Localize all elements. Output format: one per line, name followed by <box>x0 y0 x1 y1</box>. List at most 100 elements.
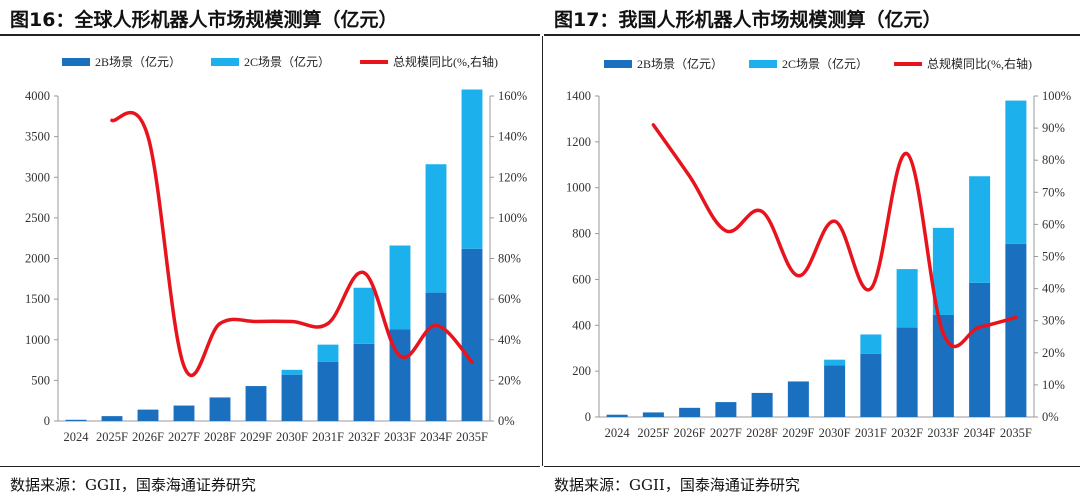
y-tick-label: 1200 <box>566 135 591 149</box>
y2-tick-label: 50% <box>1042 250 1065 264</box>
chart-source: 数据来源：GGII，国泰海通证券研究 <box>554 476 800 494</box>
x-tick-label: 2025F <box>637 426 669 440</box>
y2-tick-label: 60% <box>1042 217 1065 231</box>
bar-segment <box>642 412 664 417</box>
bar-segment <box>896 269 918 328</box>
x-tick-label: 2029F <box>782 426 814 440</box>
y-tick-label: 2500 <box>25 211 50 225</box>
x-tick-label: 2032F <box>891 426 923 440</box>
x-tick-label: 2027F <box>710 426 742 440</box>
y-tick-label: 2000 <box>25 252 50 266</box>
bar-segment <box>896 327 918 417</box>
bar-segment <box>281 369 303 375</box>
top-rule <box>544 34 1080 36</box>
bar-segment <box>969 176 991 283</box>
x-tick-label: 2027F <box>168 430 200 444</box>
growth-rate-line <box>110 110 474 378</box>
chart-panel-china: 图17：我国人形机器人市场规模测算（亿元） 2B场景（亿元） 2C场景（亿元） 总规… <box>544 0 1080 502</box>
bar-segment <box>679 407 701 417</box>
y-tick-label: 1500 <box>25 292 50 306</box>
legend-label: 2C场景（亿元） <box>782 56 868 71</box>
bar-segment <box>606 414 628 417</box>
x-tick-label: 2029F <box>240 430 272 444</box>
x-tick-label: 2033F <box>927 426 959 440</box>
bar-segment <box>715 402 737 417</box>
y-tick-label: 400 <box>572 318 591 332</box>
x-tick-label: 2033F <box>384 430 416 444</box>
bar-segment <box>425 164 447 293</box>
y2-tick-label: 30% <box>1042 314 1065 328</box>
y2-tick-label: 140% <box>498 130 527 144</box>
bar-segment <box>65 419 87 421</box>
legend-swatch <box>749 60 778 68</box>
bar-segment <box>461 248 483 421</box>
x-tick-label: 2031F <box>312 430 344 444</box>
y-tick-label: 0 <box>585 410 591 424</box>
x-tick-label: 2024 <box>64 430 90 444</box>
bar-segment <box>461 89 483 249</box>
bar-segment <box>860 334 882 354</box>
x-tick-label: 2034F <box>964 426 996 440</box>
y-tick-label: 500 <box>31 373 50 387</box>
x-tick-label: 2025F <box>96 430 128 444</box>
bar-segment <box>860 353 882 417</box>
growth-rate-line <box>651 123 1018 349</box>
legend-swatch <box>211 58 240 66</box>
y2-tick-label: 160% <box>498 89 527 103</box>
x-tick-label: 2028F <box>204 430 236 444</box>
y-tick-label: 3500 <box>25 130 50 144</box>
chart-panel-global: 图16：全球人形机器人市场规模测算（亿元） 2B场景（亿元） 2C场景（亿元） 总规… <box>0 9 540 494</box>
y2-tick-label: 20% <box>1042 346 1065 360</box>
bar-segment <box>932 227 954 315</box>
y-tick-label: 1000 <box>25 333 50 347</box>
bar-segment <box>969 282 991 417</box>
y-tick-label: 0 <box>44 414 50 428</box>
y2-tick-label: 80% <box>1042 153 1065 167</box>
legend-label: 2C场景（亿元） <box>244 54 330 69</box>
y-tick-label: 1400 <box>566 89 591 103</box>
y-tick-label: 200 <box>572 364 591 378</box>
bar-segment <box>317 344 339 362</box>
y2-tick-label: 10% <box>1042 378 1065 392</box>
bar-segment <box>101 416 123 421</box>
y-tick-label: 1000 <box>566 181 591 195</box>
x-tick-label: 2035F <box>1000 426 1032 440</box>
top-rule <box>0 34 540 36</box>
legend-label: 2B场景（亿元） <box>95 54 181 69</box>
bar-segment <box>389 245 411 330</box>
bar-segment <box>824 359 846 366</box>
panel-divider <box>542 36 543 466</box>
legend-label: 总规模同比(%,右轴) <box>393 54 498 69</box>
x-tick-label: 2028F <box>746 426 778 440</box>
y-tick-label: 4000 <box>25 89 50 103</box>
chart-title: 图16：全球人形机器人市场规模测算（亿元） <box>10 9 398 31</box>
x-tick-label: 2030F <box>819 426 851 440</box>
y-tick-label: 3000 <box>25 170 50 184</box>
bar-segment <box>209 397 231 421</box>
bar-segment <box>281 374 303 421</box>
bar-segment <box>1005 100 1027 244</box>
y2-tick-label: 70% <box>1042 185 1065 199</box>
y2-tick-label: 100% <box>1042 89 1071 103</box>
bar-segment <box>1005 243 1027 417</box>
chart-source: 数据来源：GGII，国泰海通证券研究 <box>10 476 256 494</box>
bottom-rule <box>0 466 540 467</box>
y2-tick-label: 90% <box>1042 121 1065 135</box>
bar-segment <box>751 392 773 417</box>
y2-tick-label: 120% <box>498 170 527 184</box>
bottom-rule <box>544 466 1080 467</box>
legend-swatch <box>604 60 632 68</box>
chart-title: 图17：我国人形机器人市场规模测算（亿元） <box>554 9 942 31</box>
y2-tick-label: 0% <box>498 414 515 428</box>
y2-tick-label: 100% <box>498 211 527 225</box>
global-market-chart: 2B场景（亿元） 2C场景（亿元） 总规模同比(%,右轴) 0 500 1000 1500 2… <box>25 54 527 444</box>
y2-tick-label: 20% <box>498 373 521 387</box>
bar-segment <box>317 361 339 421</box>
y2-tick-label: 60% <box>498 292 521 306</box>
y-tick-label: 800 <box>572 227 591 241</box>
x-tick-label: 2032F <box>348 430 380 444</box>
x-tick-label: 2035F <box>456 430 488 444</box>
legend-label: 2B场景（亿元） <box>637 56 723 71</box>
bar-segment <box>425 292 447 421</box>
x-tick-label: 2026F <box>132 430 164 444</box>
